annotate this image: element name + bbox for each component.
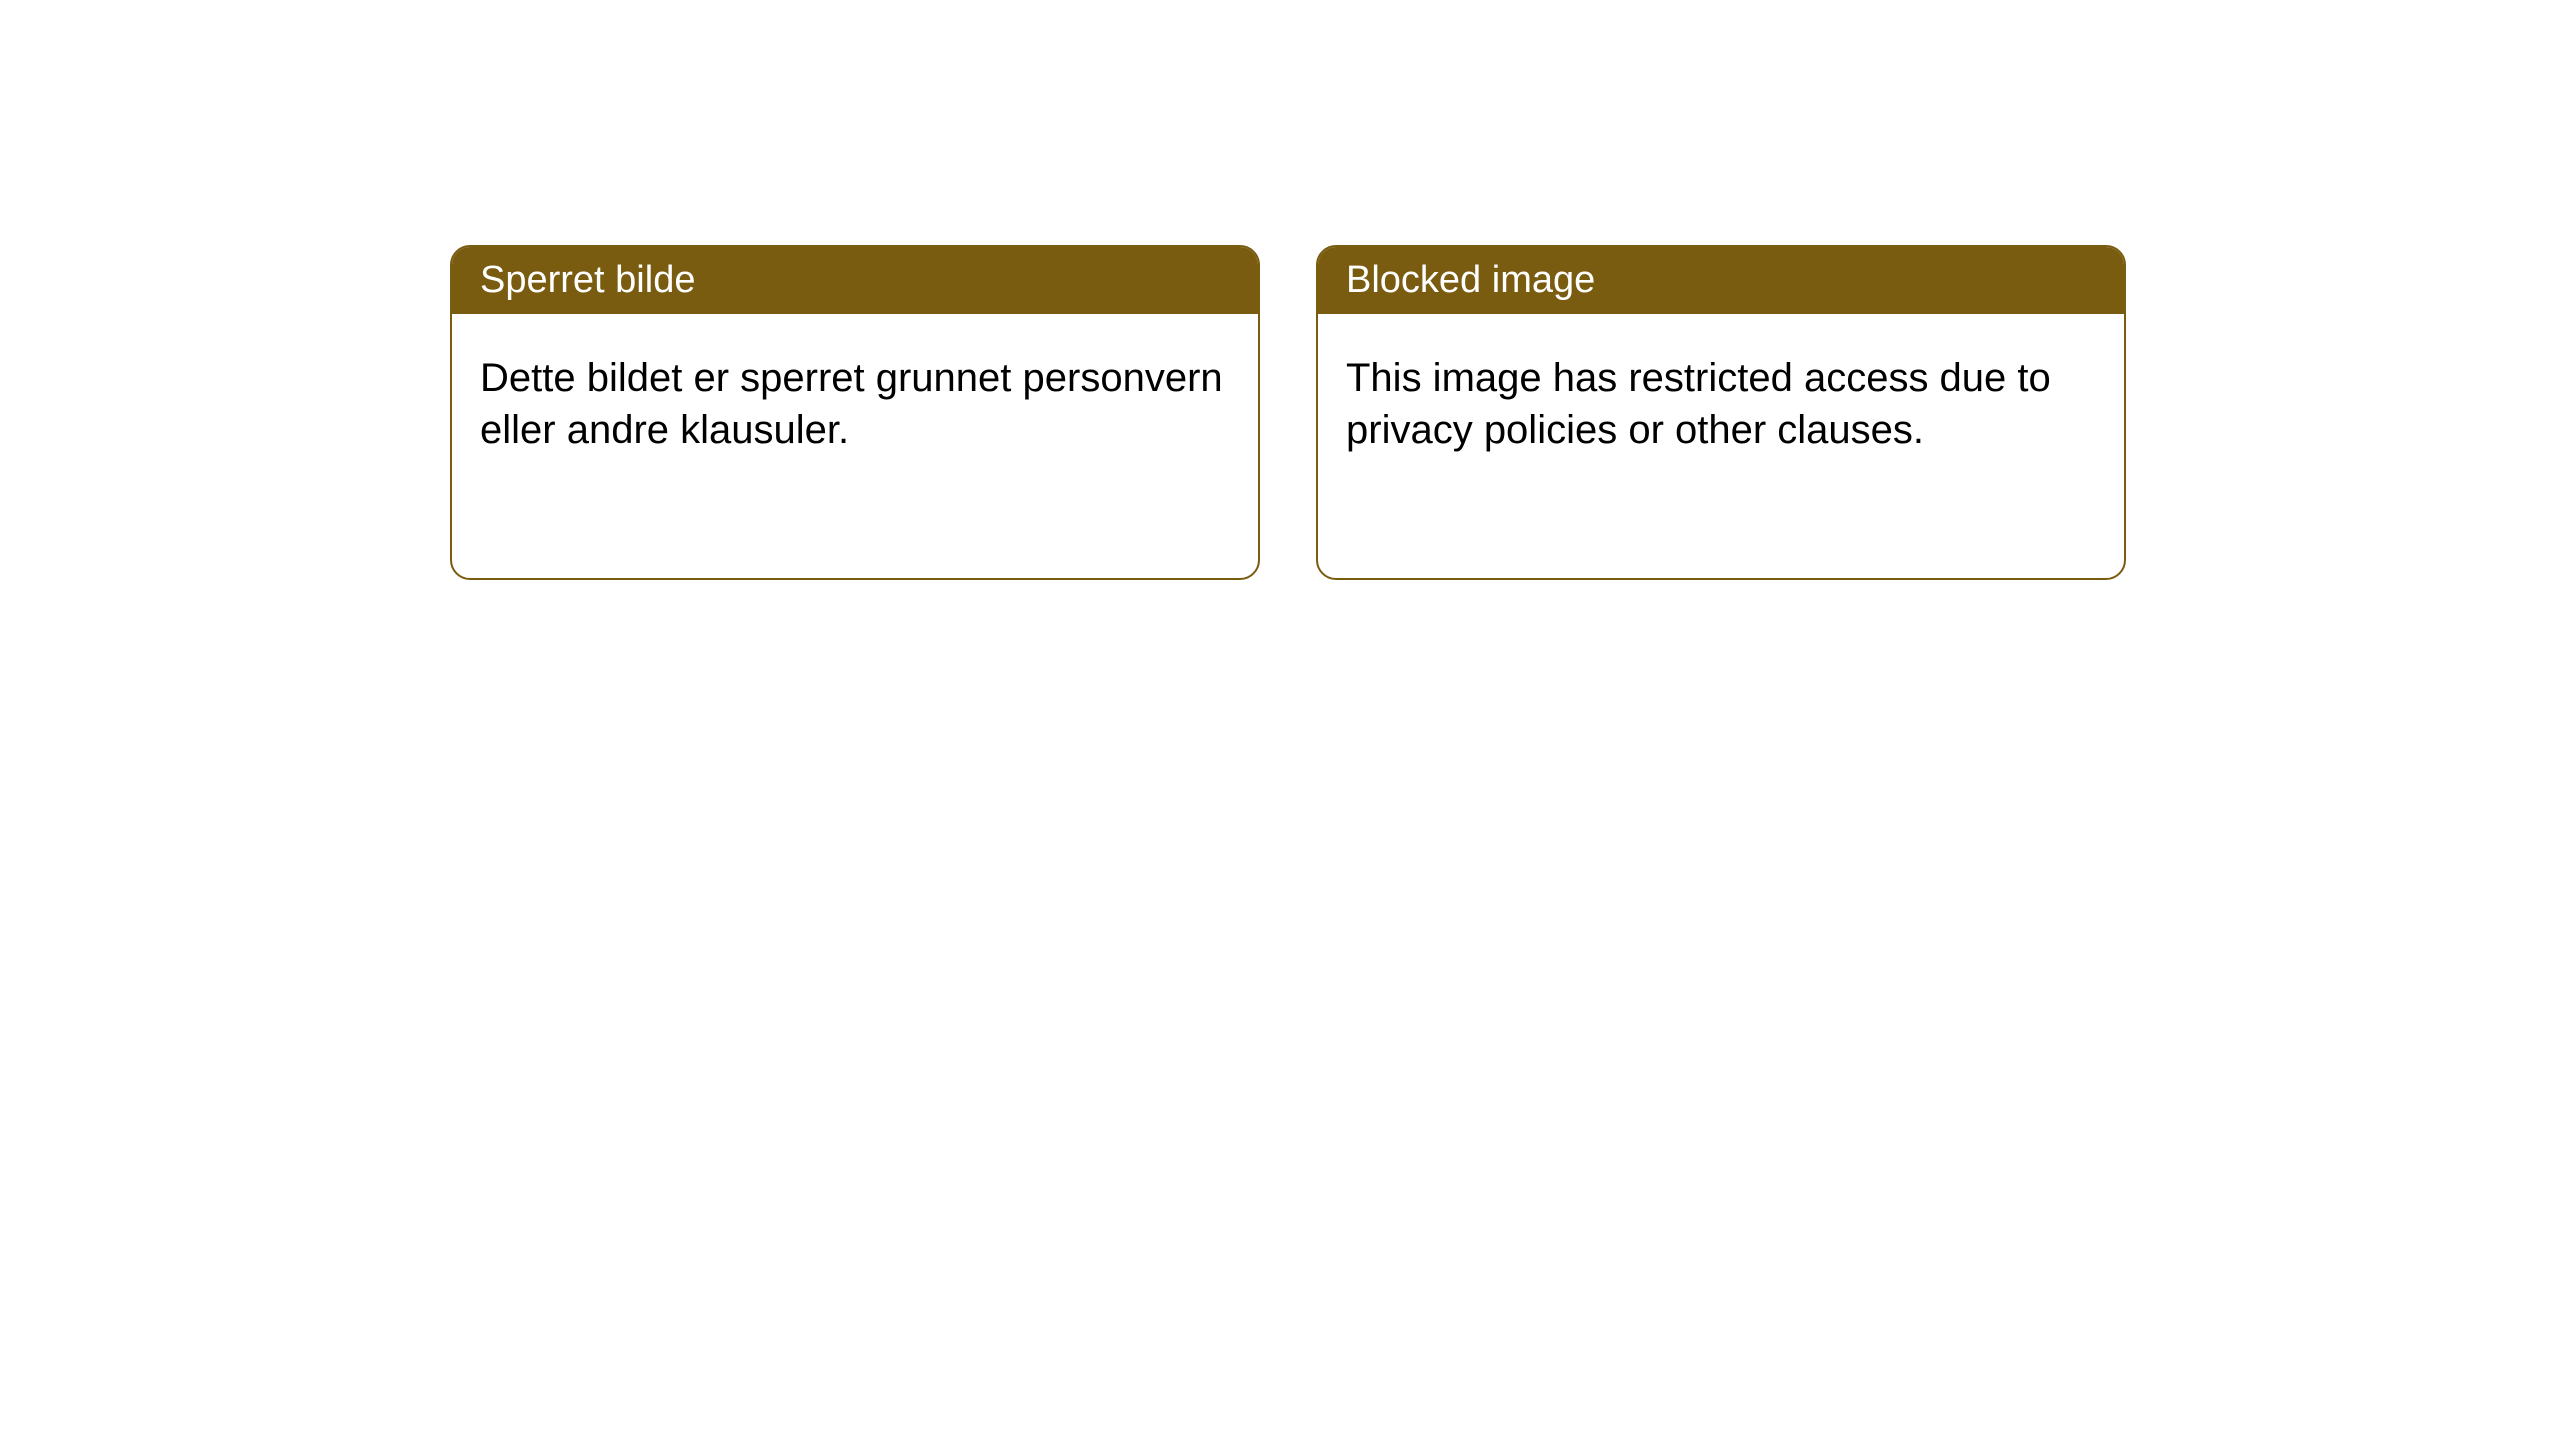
notice-title: Sperret bilde — [452, 247, 1258, 314]
notice-title: Blocked image — [1318, 247, 2124, 314]
notice-card-norwegian: Sperret bilde Dette bildet er sperret gr… — [450, 245, 1260, 580]
notice-container: Sperret bilde Dette bildet er sperret gr… — [0, 0, 2560, 580]
notice-card-english: Blocked image This image has restricted … — [1316, 245, 2126, 580]
notice-body: This image has restricted access due to … — [1318, 314, 2124, 494]
notice-body: Dette bildet er sperret grunnet personve… — [452, 314, 1258, 494]
